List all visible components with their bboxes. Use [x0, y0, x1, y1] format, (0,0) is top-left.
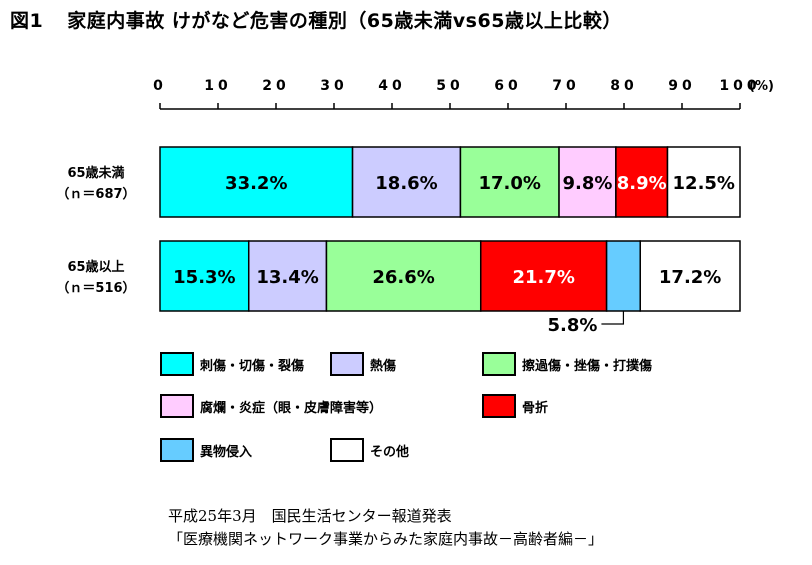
data-label: 18.6%: [375, 173, 437, 194]
legend-swatch: [160, 394, 194, 418]
x-tick-label: 40: [378, 78, 405, 94]
x-tick-label: 90: [668, 78, 695, 94]
legend-item: 異物侵入: [160, 437, 252, 463]
bar-segment: [666, 146, 741, 218]
callout-label: 5.8%: [547, 315, 597, 336]
data-label: 13.4%: [256, 267, 318, 288]
legend-item: 刺傷・切傷・裂傷: [160, 351, 304, 377]
legend-swatch: [330, 438, 364, 462]
legend-swatch: [482, 352, 516, 376]
legend-item: 腐爛・炎症（眼・皮膚障害等）: [160, 393, 382, 419]
x-tick-label: 100: [719, 78, 760, 94]
legend-swatch: [160, 352, 194, 376]
data-label: 33.2%: [225, 173, 287, 194]
title-text: 家庭内事故 けがなど危害の種別（65歳未満vs65歳以上比較）: [67, 10, 622, 32]
data-label: 15.3%: [173, 267, 235, 288]
bar-segment: [615, 146, 669, 218]
legend-item: 擦過傷・挫傷・打撲傷: [482, 351, 652, 377]
callout-leader-line: [601, 311, 625, 325]
bar-segment: [459, 146, 560, 218]
bar-segment: [605, 240, 641, 312]
bar-segment: [159, 240, 250, 312]
data-label: 17.2%: [659, 267, 721, 288]
source-line-2: 「医療機関ネットワーク事業からみた家庭内事故－高齢者編－」: [168, 530, 604, 548]
legend-label: 刺傷・切傷・裂傷: [200, 358, 305, 374]
legend-label: 擦過傷・挫傷・打撲傷: [522, 358, 653, 374]
legend-swatch: [330, 352, 364, 376]
x-tick-label: 10: [204, 78, 231, 94]
legend-label: 骨折: [522, 400, 549, 416]
data-label: 12.5%: [673, 173, 735, 194]
x-tick-label: 30: [320, 78, 347, 94]
legend-item: その他: [330, 437, 409, 463]
chart-title: 図1 家庭内事故 けがなど危害の種別（65歳未満vs65歳以上比較）: [10, 6, 622, 33]
bar-segment: [325, 240, 482, 312]
x-axis-unit: (%): [749, 79, 774, 94]
category-label: 65歳以上: [67, 259, 124, 275]
legend-item: 骨折: [482, 393, 548, 419]
legend-label: 腐爛・炎症（眼・皮膚障害等）: [200, 400, 383, 416]
data-label: 21.7%: [512, 267, 574, 288]
data-label: 26.6%: [372, 267, 434, 288]
x-tick-label: 80: [610, 78, 637, 94]
figure-label: 図1: [10, 10, 44, 32]
legend-item: 熱傷: [330, 351, 396, 377]
bar-segment: [159, 146, 354, 218]
legend-label: 異物侵入: [200, 444, 253, 460]
data-label: 9.8%: [562, 173, 612, 194]
legend-label: その他: [370, 444, 410, 460]
category-n-label: （ｎ＝687）: [56, 186, 135, 202]
x-tick-label: 20: [262, 78, 289, 94]
x-tick-label: 50: [436, 78, 463, 94]
data-label: 8.9%: [617, 173, 667, 194]
data-label: 17.0%: [479, 173, 541, 194]
bar-segment: [639, 240, 741, 312]
x-tick-label: 60: [494, 78, 521, 94]
source-line-1: 平成25年3月 国民生活センター報道発表: [168, 507, 452, 525]
x-tick-label: 0: [153, 78, 167, 94]
stacked-bar-chart: 0 10 20 30 40 50 60 70 80 90 100(%) 65歳未満 （ｎ＝687） 33.…: [56, 78, 774, 336]
legend-swatch: [160, 438, 194, 462]
category-n-label: （ｎ＝516）: [56, 280, 135, 296]
x-tick-label: 70: [552, 78, 579, 94]
category-label: 65歳未満: [67, 165, 124, 181]
legend-label: 熱傷: [370, 358, 397, 374]
legend-swatch: [482, 394, 516, 418]
